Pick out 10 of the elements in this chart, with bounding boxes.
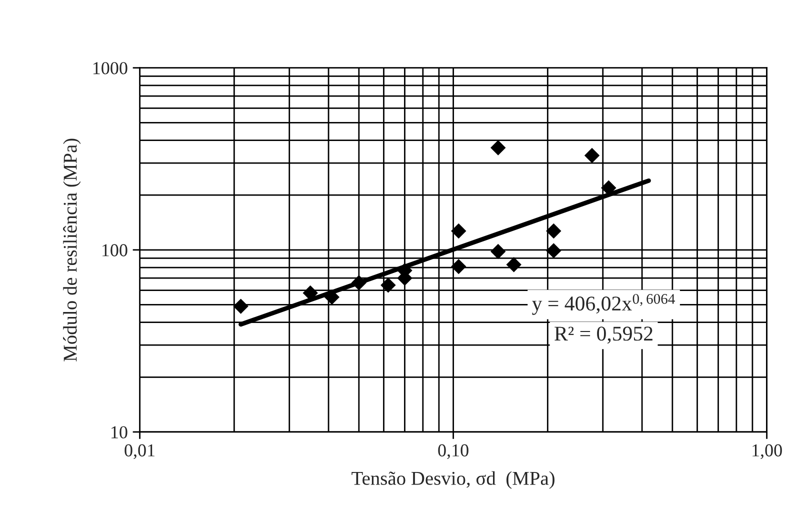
x-tick-label: 0,10 xyxy=(438,444,468,460)
x-axis-title: Tensão Desvio, σd (MPa) xyxy=(352,471,554,489)
y-tick-label: 1000 xyxy=(93,62,128,74)
y-tick-label: 100 xyxy=(102,244,128,256)
annotation: R² = 0,5952 xyxy=(554,326,652,344)
annotation: y = 406,02x$^{0,6064}$ xyxy=(532,294,675,315)
y-tick-label: 10 xyxy=(112,426,128,438)
x-tick-label: 0,01 xyxy=(124,444,154,460)
x-tick-label: 1,00 xyxy=(752,444,782,460)
y-axis-title: Módulo de resiliência (MPa) xyxy=(63,138,81,362)
